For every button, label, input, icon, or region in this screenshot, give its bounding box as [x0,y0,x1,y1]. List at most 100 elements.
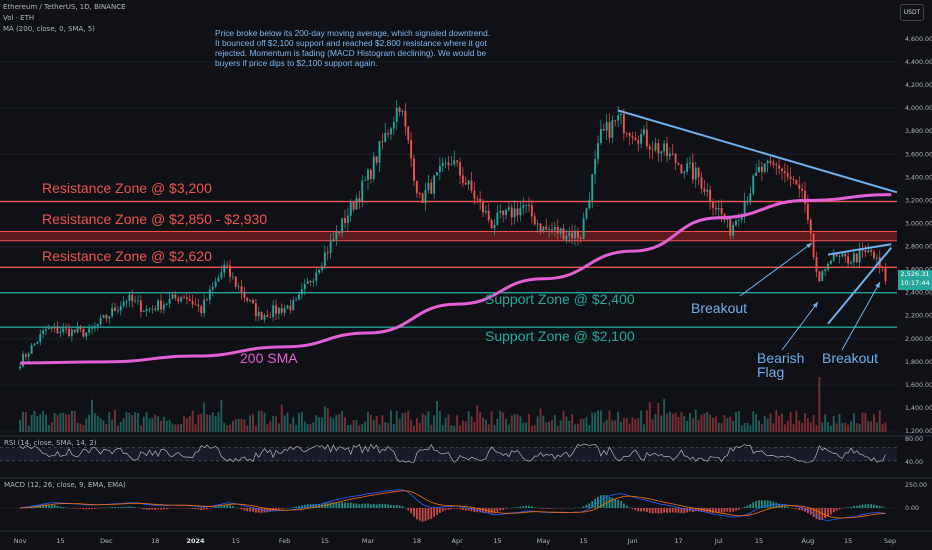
macd-histogram-bar [436,508,438,515]
candle [404,110,407,127]
candle [283,308,286,313]
rsi-pane [0,443,897,463]
candle [605,122,608,131]
volume-bar [585,416,588,432]
volume-bar [717,422,720,432]
candle [306,280,309,285]
candle [369,169,372,180]
macd-histogram-bar [392,505,395,508]
macd-legend[interactable]: MACD (12, 26, close, 9, EMA, EMA) [4,481,126,489]
macd-histogram-bar [625,505,628,508]
candle [286,305,289,309]
ma-legend[interactable]: MA (200, close, 0, SMA, 5) [3,25,95,33]
time-axis[interactable]: Nov 15 Dec 18 2024 15 Feb 15 Mar 18 Apr 15 May 15 Jun 1… [14,537,896,545]
time-tick-label: 15 [56,537,64,545]
macd-histogram-bar [878,505,881,508]
macd-histogram-bar [332,502,335,508]
macd-histogram-bar [234,507,237,508]
currency-button[interactable]: USDT [900,4,924,21]
volume-bar [617,411,620,432]
macd-histogram-bar [835,508,838,511]
macd-histogram-bar [855,505,858,508]
macd-histogram-bar [674,508,677,513]
volume-bar [594,412,597,432]
macd-histogram-bar [620,500,622,508]
trendlines [617,109,898,325]
candle [691,162,694,180]
macd-histogram-bar [122,506,125,508]
volume-bar [591,412,594,432]
volume-bar [703,413,706,432]
volume-bar [257,410,260,432]
candle [746,201,749,203]
candle [372,156,375,180]
volume-bar [726,418,729,432]
candle [208,289,211,300]
candle [714,207,717,210]
candle [206,299,208,301]
time-tick-label: Dec [100,537,113,545]
candle [700,177,703,189]
candle [867,250,870,253]
volume-bar [349,424,352,432]
volume-bar [418,423,421,432]
volume-bar [134,412,137,432]
macd-histogram-bar [82,508,85,510]
volume-bar [372,419,375,432]
volume-bar [252,413,254,432]
candle [594,159,597,175]
candle [315,272,318,281]
volume-bar [648,402,651,432]
candle [473,190,476,199]
time-tick-label: Nov [14,537,27,545]
candle [574,230,576,239]
macd-histogram-bar [806,508,809,514]
volume-bar [818,377,821,432]
rsi-band [0,447,897,461]
volume-bar [582,418,585,432]
candle [755,172,758,176]
candle [344,218,346,224]
macd-histogram-bar [525,505,528,508]
macd-histogram-bar [111,507,114,508]
price-tick-label: 3,400.00 [905,174,932,181]
candle [243,293,246,298]
macd-histogram-bar [280,508,283,510]
symbol-legend[interactable]: Ethereum / TetherUS, 1D, BINANCE [3,3,126,11]
macd-histogram-bar [220,505,223,508]
price-axis[interactable]: 1,200.00 1,400.00 1,600.00 1,800.00 2,000.00… [905,36,932,512]
volume-bar [645,410,648,432]
volume-bar [254,425,257,432]
macd-histogram-bar [358,504,361,508]
macd-histogram-bar [295,506,298,508]
volume-bar [714,416,717,432]
candle [496,212,499,225]
macd-histogram-bar [165,508,168,510]
volume-bar [286,412,289,432]
volume-bar [746,422,749,432]
candle [729,216,732,236]
macd-histogram-bar [421,508,424,522]
volume-legend[interactable]: Vol · ETH [3,14,35,22]
rsi-legend[interactable]: RSI (14, close, SMA, 14, 2) [4,439,97,447]
candle [490,220,493,229]
macd-histogram-bar [119,507,122,508]
volume-bar [783,424,786,432]
volume-bar [755,414,758,432]
candle [689,162,691,164]
price-tick-label: 3,600.00 [905,151,932,158]
candle [318,270,321,273]
volume-bar [720,423,723,432]
macd-histogram-bar [47,504,50,508]
macd-histogram-bar [229,505,231,508]
macd-histogram-bar [709,508,712,513]
arrow-shaft [781,301,819,351]
volume-bar [361,423,364,432]
macd-histogram-bar [461,508,464,511]
volume-bar [321,417,323,432]
volume-bar [801,422,804,432]
candle [470,180,473,191]
candle [778,165,781,169]
volume-bar [631,417,634,432]
